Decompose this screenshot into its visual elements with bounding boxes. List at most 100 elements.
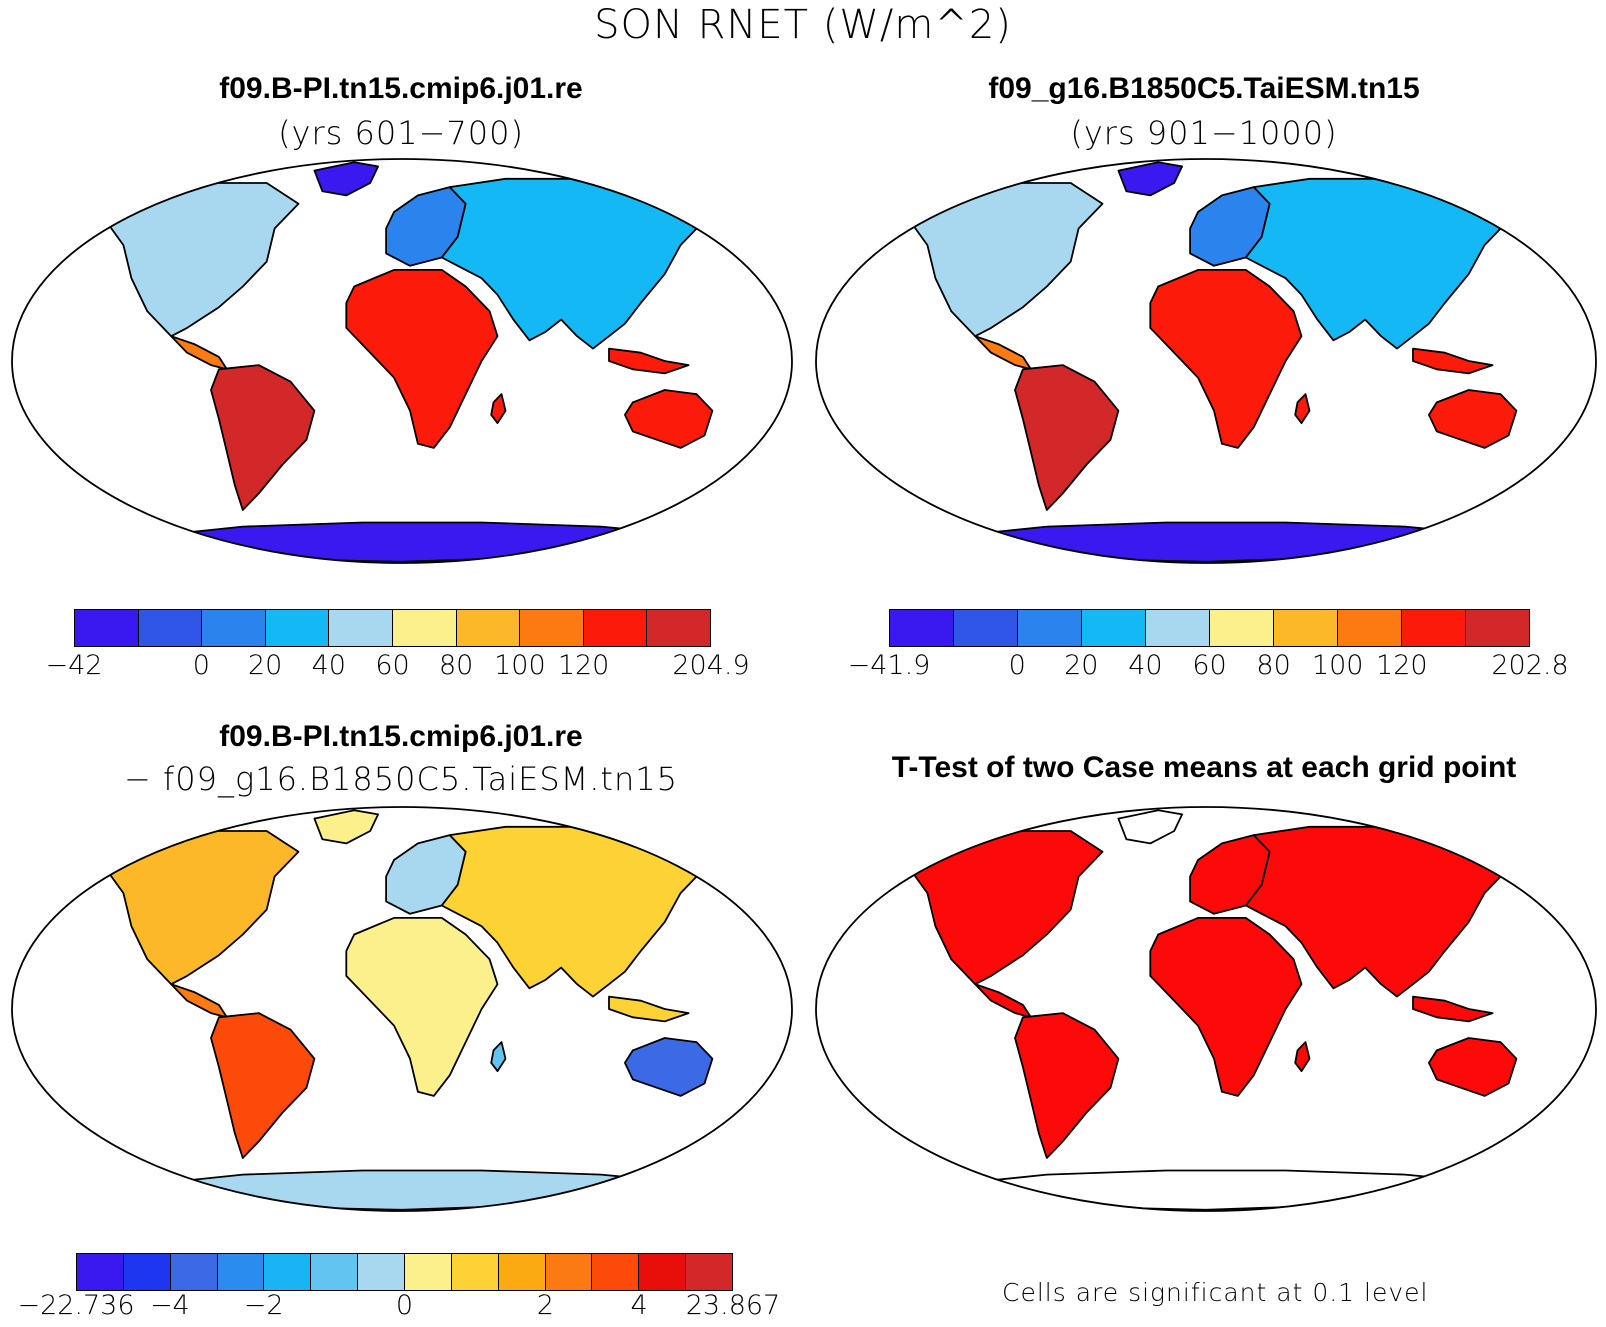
colorbar-swatch <box>1338 610 1402 646</box>
colorbar-swatch <box>1082 610 1146 646</box>
colorbar-swatch <box>520 610 584 646</box>
map-panel-ttest <box>815 806 1597 1212</box>
colorbar-swatch <box>592 1254 640 1290</box>
colorbar-swatch <box>1018 610 1082 646</box>
tl-madagascar <box>490 393 507 424</box>
colorbar-tick-label: 80 <box>439 650 474 681</box>
map-panel-difference <box>11 806 793 1212</box>
colorbar-tick-label: 100 <box>1311 650 1364 681</box>
colorbar-swatch <box>264 1254 312 1290</box>
br-greenland <box>1117 809 1183 845</box>
colorbar-tick-label: 23.867 <box>685 1290 781 1321</box>
colorbar-swatch <box>498 1254 546 1290</box>
figure-title: SON RNET (W/m^2) <box>594 2 1012 48</box>
colorbar-tick-label: 40 <box>311 650 346 681</box>
panel-ttest-title: T-Test of two Case means at each grid po… <box>891 751 1517 784</box>
br-south-america <box>1014 1012 1120 1159</box>
bl-greenland <box>313 809 379 845</box>
br-africa <box>1149 917 1303 1097</box>
colorbar-tick-label: 60 <box>1192 650 1227 681</box>
br-australia <box>1428 1037 1518 1097</box>
colorbar-swatch <box>890 610 954 646</box>
bl-central-america <box>170 983 228 1019</box>
colorbar-swatch <box>75 610 139 646</box>
colorbar-swatch <box>329 610 393 646</box>
panel-tr-case-title: f09_g16.B1850C5.TaiESM.tn15 <box>988 72 1420 105</box>
tr-indonesia <box>1412 347 1494 375</box>
colorbar-swatch <box>405 1254 452 1290</box>
tr-australia <box>1428 389 1518 449</box>
colorbar-tick-label: −22.736 <box>17 1290 135 1321</box>
colorbar-swatch <box>202 610 266 646</box>
colorbar-swatch <box>954 610 1018 646</box>
tr-madagascar <box>1294 393 1311 424</box>
colorbar-tick-label: 4 <box>630 1290 648 1321</box>
bl-antarctica <box>114 1169 706 1211</box>
colorbar-swatch <box>1274 610 1338 646</box>
tl-australia <box>624 389 714 449</box>
tl-antarctica <box>114 521 706 563</box>
colorbar-tick-label: −41.9 <box>847 650 931 681</box>
colorbar-swatch <box>647 610 710 646</box>
tr-africa <box>1149 269 1303 449</box>
tr-south-america <box>1014 364 1120 511</box>
bl-australia <box>624 1037 714 1097</box>
br-antarctica <box>918 1169 1510 1211</box>
bl-south-america <box>210 1012 316 1159</box>
map-panel-top-left <box>11 158 793 564</box>
colorbar-swatch <box>123 1254 171 1290</box>
colorbar-tick-label: 100 <box>494 650 546 681</box>
colorbar-swatch <box>1466 610 1529 646</box>
colorbar-difference <box>76 1253 733 1291</box>
colorbar-tick-label: 80 <box>1256 650 1291 681</box>
map-boundary <box>815 806 1597 1212</box>
map-boundary <box>11 158 793 564</box>
panel-tl-years: (yrs 601−700) <box>278 114 524 152</box>
colorbar-swatch <box>138 610 203 646</box>
map-panel-top-right <box>815 158 1597 564</box>
colorbar-tick-label: 120 <box>1376 650 1428 681</box>
colorbar-swatch <box>265 610 330 646</box>
br-central-america <box>974 983 1032 1019</box>
map-boundary <box>815 158 1597 564</box>
colorbar-swatch <box>639 1254 687 1290</box>
br-north-america <box>902 830 1104 986</box>
colorbar-swatch <box>456 610 521 646</box>
tl-africa <box>345 269 499 449</box>
colorbar-tick-label: 0 <box>1008 650 1026 681</box>
colorbar-swatch <box>686 1254 733 1290</box>
tr-central-america <box>974 335 1032 371</box>
tl-indonesia <box>608 347 690 375</box>
tl-central-america <box>170 335 228 371</box>
tl-north-america <box>98 182 300 338</box>
colorbar-tick-label: 20 <box>1064 650 1099 681</box>
significance-note: Cells are significant at 0.1 level <box>1002 1278 1429 1307</box>
tl-south-america <box>210 364 316 511</box>
colorbar-tick-label: 2 <box>536 1290 554 1321</box>
colorbar-swatch <box>1402 610 1466 646</box>
br-madagascar <box>1294 1041 1311 1072</box>
colorbar-tick-label: −42 <box>45 650 103 681</box>
panel-bl-minus-case: − f09_g16.B1850C5.TaiESM.tn15 <box>124 760 678 798</box>
colorbar-swatch <box>451 1254 499 1290</box>
colorbar-swatch <box>583 610 648 646</box>
colorbar-tick-label: 204.9 <box>672 650 750 681</box>
colorbar-swatch <box>77 1254 124 1290</box>
colorbar-swatch <box>311 1254 359 1290</box>
colorbar-tick-label: 60 <box>375 650 410 681</box>
tr-greenland <box>1117 161 1183 197</box>
bl-madagascar <box>490 1041 507 1072</box>
colorbar-swatch <box>392 610 457 646</box>
colorbar-tick-label: 202.8 <box>1491 650 1569 681</box>
colorbar-tick-label: 40 <box>1128 650 1163 681</box>
colorbar-swatch <box>170 1254 218 1290</box>
bl-north-america <box>98 830 300 986</box>
colorbar-tick-label: 0 <box>192 650 210 681</box>
colorbar-swatch <box>1210 610 1274 646</box>
colorbar-swatch <box>358 1254 406 1290</box>
colorbar-swatch <box>1146 610 1210 646</box>
colorbar-top-left <box>74 609 711 647</box>
colorbar-tick-label: 20 <box>247 650 283 681</box>
br-indonesia <box>1412 995 1494 1023</box>
panel-tl-case-title: f09.B-PI.tn15.cmip6.j01.re <box>219 72 583 105</box>
